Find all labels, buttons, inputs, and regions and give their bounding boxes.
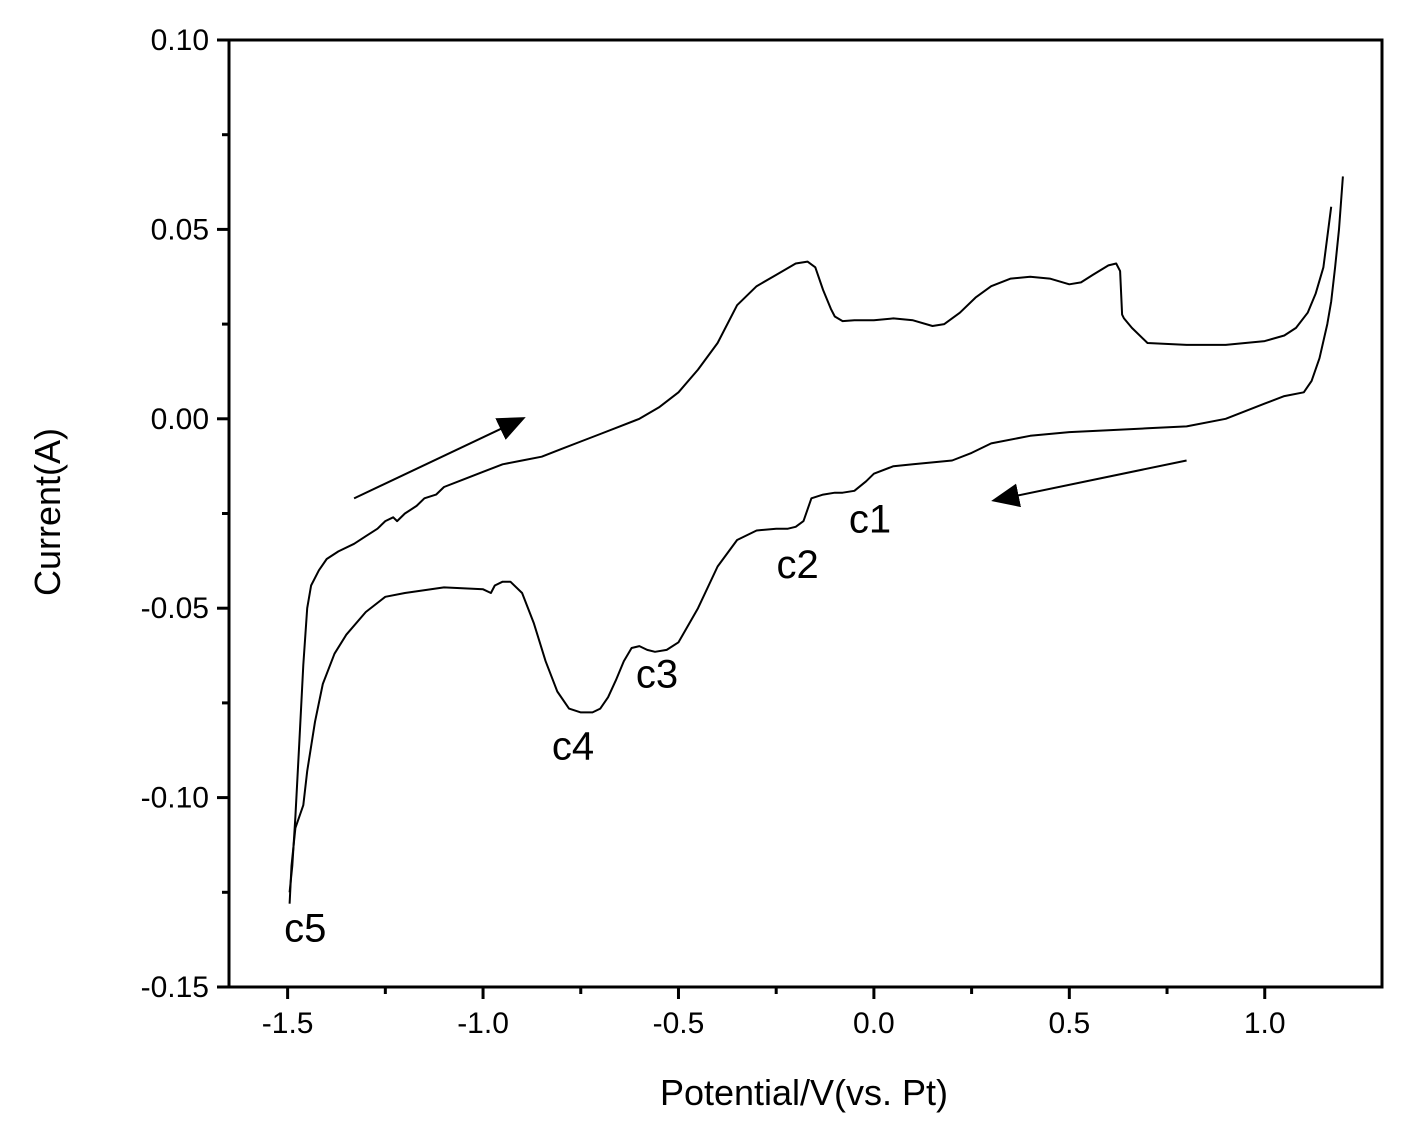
reverse-sweep-arrow — [991, 459, 1187, 508]
y-tick-label: 0.05 — [151, 213, 209, 246]
peak-label-c5: c5 — [284, 907, 326, 951]
x-tick-label: 0.5 — [1048, 1007, 1090, 1040]
y-tick-label: -0.10 — [141, 782, 209, 815]
x-tick-label: -0.5 — [653, 1007, 705, 1040]
y-tick-label: -0.05 — [141, 592, 209, 625]
x-tick-label: 0.0 — [853, 1007, 895, 1040]
peak-label-c2: c2 — [777, 543, 819, 587]
forward-sweep-arrow — [353, 417, 526, 500]
y-tick-label: 0.10 — [151, 24, 209, 57]
y-tick-label: -0.15 — [141, 971, 209, 1004]
axis-ticks: -1.5 -1.0 -0.5 0.0 0.5 1.0 -0.15 -0.10 -0.05 0.00… — [141, 24, 1286, 1040]
peak-label-c1: c1 — [849, 497, 891, 541]
peak-label-c3: c3 — [636, 653, 678, 697]
x-tick-label: -1.5 — [262, 1007, 314, 1040]
series-line-anodic — [288, 206, 1333, 893]
x-tick-label: 1.0 — [1244, 1007, 1286, 1040]
x-axis-title: Potential/V(vs. Pt) — [660, 1072, 948, 1113]
peak-annotations: c1 c2 c3 c4 c5 — [284, 497, 891, 950]
peak-label-c4: c4 — [552, 725, 594, 769]
y-axis-title: Current(A) — [27, 428, 68, 596]
y-tick-label: 0.00 — [151, 403, 209, 436]
x-tick-label: -1.0 — [457, 1007, 509, 1040]
series-line-cathodic — [288, 176, 1344, 904]
data-series — [288, 176, 1344, 904]
sweep-arrows — [353, 417, 1187, 508]
